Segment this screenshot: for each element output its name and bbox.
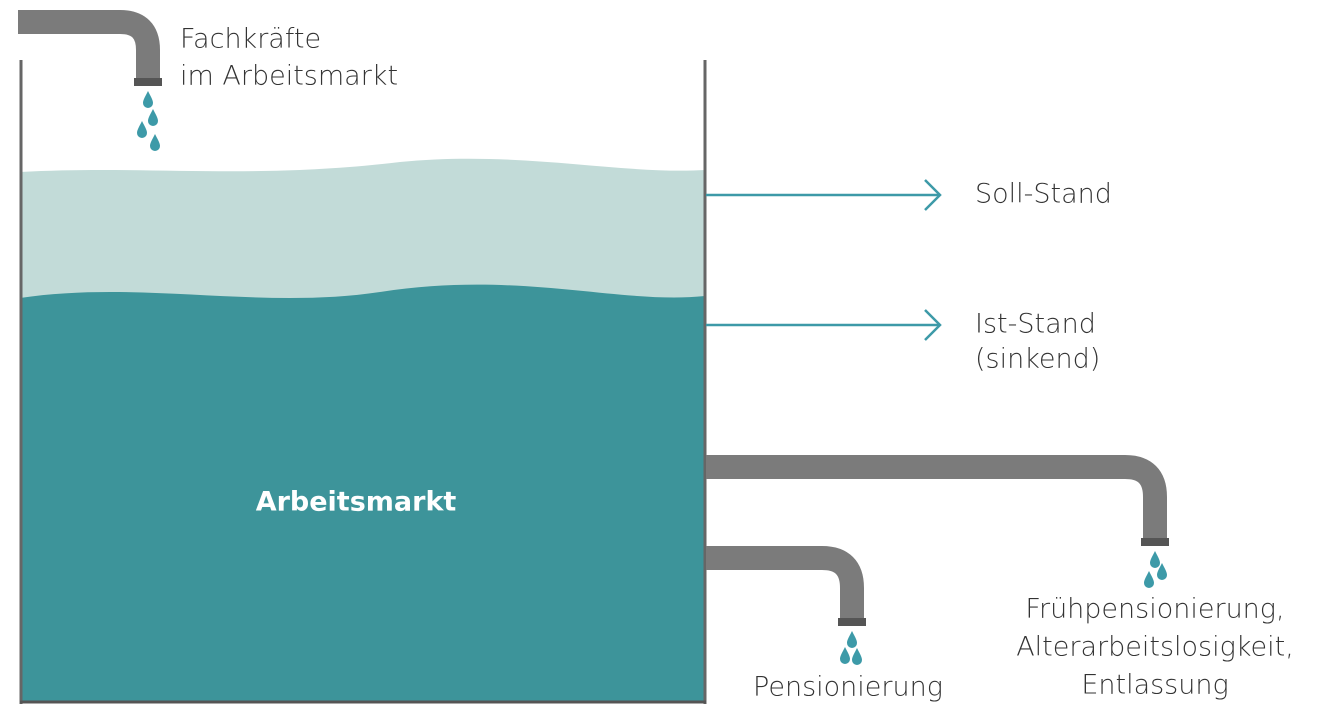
outflow-pipe [706, 558, 852, 620]
outflow-label: Pensionierung [753, 672, 943, 703]
level-label: (sinkend) [975, 344, 1100, 375]
nozzle [134, 78, 162, 86]
inflow-label: im Arbeitsmarkt [180, 61, 398, 92]
drops [137, 91, 160, 151]
outflow-label: Frühpensionierung, [1025, 594, 1284, 625]
drops [1144, 551, 1167, 588]
nozzle [838, 618, 866, 626]
drops [840, 631, 862, 665]
level-label: Soll-Stand [975, 179, 1112, 210]
diagram: Fachkräfte im Arbeitsmarkt Arbeitsmarkt … [0, 0, 1323, 704]
arrow [706, 180, 940, 210]
inflow-label: Fachkräfte [180, 24, 321, 55]
arrow [706, 310, 940, 340]
target-water [20, 159, 705, 300]
outflow-pipe [706, 467, 1155, 538]
outflow-label: Alterarbeitslosigkeit, [1016, 632, 1294, 663]
inflow-pipe [18, 22, 148, 78]
level-label: Ist-Stand [975, 309, 1096, 340]
nozzle [1141, 538, 1169, 546]
outflow-label: Entlassung [1081, 670, 1228, 701]
tank-label: Arbeitsmarkt [256, 487, 457, 518]
